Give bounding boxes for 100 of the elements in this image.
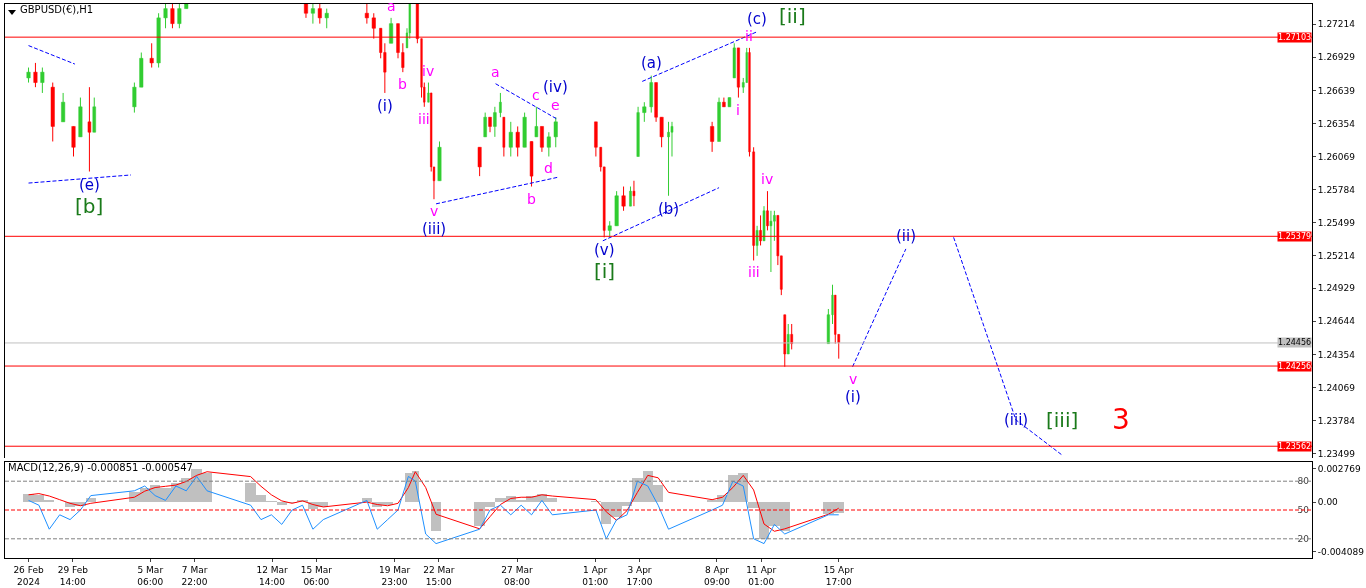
- y-tick-label: 1.24644: [1317, 316, 1356, 327]
- candlestick: [483, 112, 487, 138]
- candlestick: [26, 67, 31, 84]
- candlestick: [156, 12, 161, 69]
- bar: [276, 502, 287, 505]
- chart-title: GBPUSD(€),H1: [20, 4, 94, 15]
- annotation: d: [544, 160, 553, 176]
- ref-line-label: 1.24256: [1278, 362, 1312, 371]
- annotation: c: [532, 87, 540, 103]
- x-tick-label: 15 Mar 06:00: [300, 564, 333, 587]
- y-tick-label: 1.25784: [1317, 184, 1356, 195]
- y-tick-label: 1.26929: [1317, 52, 1356, 63]
- candlestick: [642, 101, 647, 123]
- candlestick: [163, 4, 168, 29]
- ref-line-label: 1.24456: [1278, 338, 1312, 347]
- candlestick: [177, 4, 182, 29]
- y-tick-label: 1.23499: [1317, 448, 1356, 459]
- y-tick-label: 1.24069: [1317, 382, 1356, 393]
- candlestick: [522, 112, 527, 148]
- candlestick: [170, 4, 175, 29]
- annotation: [ii]: [779, 4, 806, 28]
- annotation: b: [527, 191, 536, 207]
- candlestick: [667, 121, 670, 197]
- candlestick: [92, 97, 96, 133]
- annotation: (iii): [1004, 411, 1029, 429]
- annotation: (a): [641, 54, 662, 72]
- candlestick: [529, 140, 534, 188]
- candlestick: [50, 82, 55, 142]
- annotation: iv: [761, 171, 774, 187]
- candlestick: [71, 125, 76, 157]
- y-tick-label: -0.004089: [1317, 546, 1365, 557]
- annotation: (b): [658, 200, 680, 218]
- candlestick: [727, 97, 732, 108]
- y-tick-label: 1.24354: [1317, 349, 1356, 360]
- candlestick: [184, 4, 189, 10]
- x-tick-label: 22 Mar 15:00: [423, 564, 455, 587]
- annotation: iii: [748, 264, 760, 280]
- y-tick-label: 1.27214: [1317, 19, 1356, 30]
- annotation: [i]: [594, 259, 616, 283]
- candlestick: [534, 106, 539, 138]
- y-tick-label: 1.25214: [1317, 250, 1356, 261]
- candlestick: [139, 52, 144, 88]
- annotation: [b]: [75, 194, 104, 218]
- x-tick-label: 11 Apr 01:00: [746, 564, 777, 587]
- candlestick: [477, 146, 482, 177]
- y-tick-label: 1.24929: [1317, 283, 1356, 294]
- line-series: [28, 475, 840, 545]
- candlestick: [132, 82, 137, 114]
- annotation: v: [849, 371, 858, 387]
- candlestick: [546, 131, 551, 157]
- x-tick-label: 5 Mar 06:00: [137, 564, 164, 587]
- annotation: (c): [747, 10, 767, 28]
- x-tick-label: 8 Apr 09:00: [704, 564, 731, 587]
- ref-line-label: 1.27103: [1278, 33, 1312, 42]
- y-tick-label: 0.00: [1317, 497, 1339, 508]
- y2-tick-label: 80: [1297, 476, 1310, 487]
- candlestick: [607, 220, 612, 238]
- candlestick: [437, 140, 442, 182]
- x-tick-label: 29 Feb 14:00: [57, 564, 89, 587]
- annotation: 3: [1112, 403, 1130, 436]
- annotation: v: [430, 203, 439, 219]
- annotation: (i): [845, 388, 861, 406]
- ref-line-label: 1.23562: [1278, 442, 1312, 451]
- y-tick-label: 1.25499: [1317, 217, 1356, 228]
- candlestick: [78, 97, 83, 138]
- x-tick-label: 26 Feb 2024: [13, 564, 44, 587]
- y-tick-label: 1.26069: [1317, 151, 1356, 162]
- annotation: e: [551, 97, 560, 113]
- annotation: (i): [377, 97, 393, 115]
- x-tick-label: 27 Mar 08:00: [501, 564, 533, 587]
- annotation: iv: [422, 63, 435, 79]
- x-tick-label: 12 Mar 14:00: [256, 564, 289, 587]
- y-tick-label: 1.26354: [1317, 118, 1356, 129]
- candlestick: [427, 82, 430, 103]
- candlestick: [621, 186, 626, 212]
- chart-title: MACD(12,26,9) -0.000851 -0.000547: [8, 462, 193, 473]
- annotation: (e): [79, 176, 100, 194]
- candlestick: [515, 125, 520, 157]
- annotation: (iii): [422, 220, 447, 238]
- candlestick: [508, 121, 513, 157]
- x-tick-label: 1 Apr 01:00: [582, 564, 609, 587]
- candlestick: [87, 86, 92, 173]
- candlestick: [33, 62, 38, 88]
- annotation: [iii]: [1046, 408, 1079, 432]
- annotation: i: [736, 102, 740, 118]
- annotation: iii: [418, 111, 430, 127]
- annotation: (v): [594, 241, 615, 259]
- annotation: b: [398, 76, 407, 92]
- candlestick: [364, 4, 369, 25]
- candlestick: [40, 67, 45, 94]
- y-tick-label: 1.26639: [1317, 85, 1356, 96]
- annotation: a: [491, 64, 500, 80]
- candlestick: [732, 42, 736, 79]
- y-tick-label: 0.002769: [1317, 463, 1362, 474]
- candlestick: [317, 4, 322, 25]
- candlestick: [149, 42, 154, 69]
- x-tick-label: 3 Apr 17:00: [626, 564, 653, 587]
- y-tick-label: 1.23784: [1317, 415, 1356, 426]
- candlestick: [614, 190, 619, 227]
- x-tick-label: 15 Apr 17:00: [823, 564, 854, 587]
